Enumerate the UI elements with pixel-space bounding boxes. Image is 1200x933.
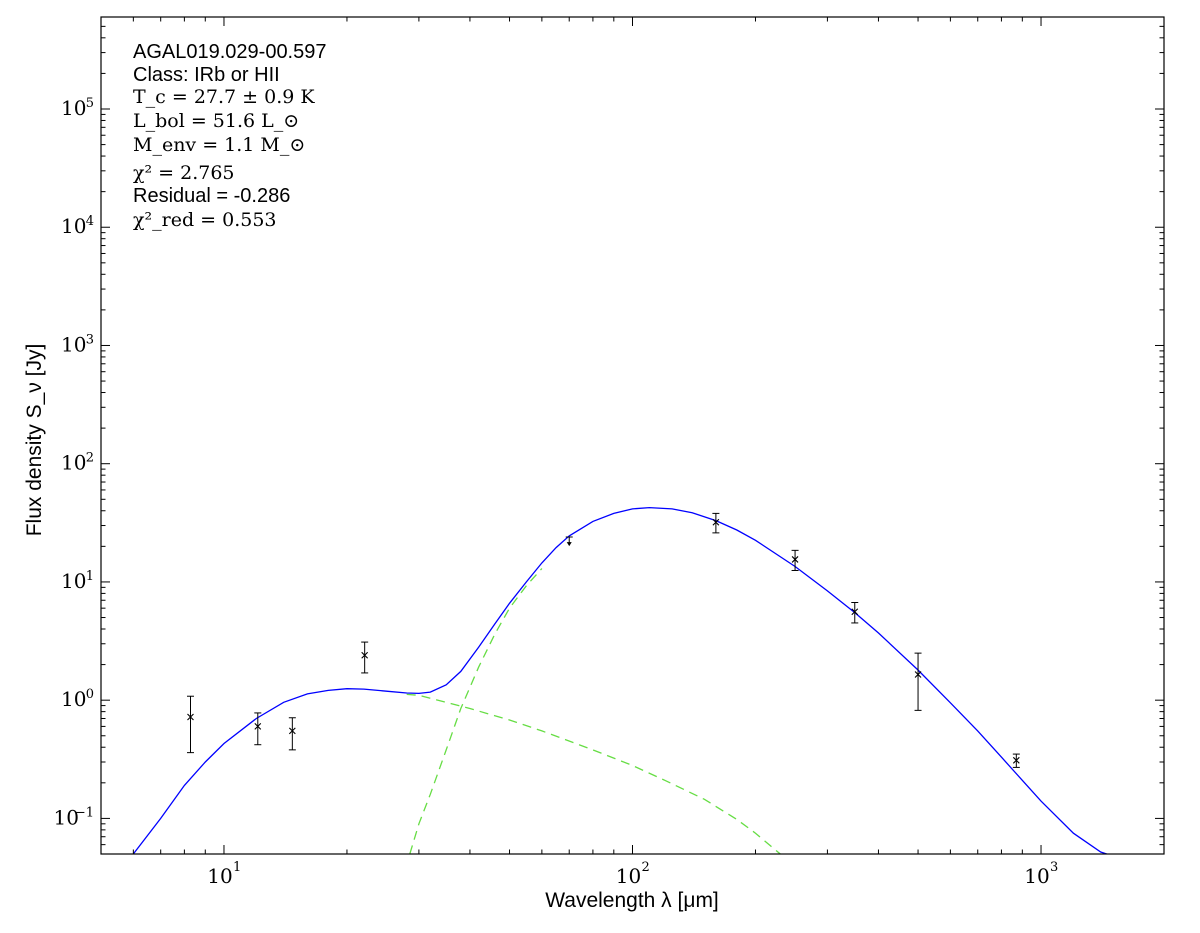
- total-fit-line: [132, 506, 1109, 854]
- source-name: AGAL019.029-00.597: [133, 41, 327, 63]
- y-tick-label: 10: [61, 96, 86, 120]
- data-point: [254, 712, 262, 746]
- cold-component-line: [409, 568, 543, 854]
- envelope-mass-value: M_env = 1.1 M_⊙: [133, 134, 305, 156]
- chi-squared-value: χ² = 2.765: [133, 162, 235, 184]
- limit-arrow: [566, 542, 572, 547]
- point-marker: [712, 518, 720, 526]
- y-tick-exponent: 1: [86, 569, 94, 584]
- y-tick-label: 10: [61, 569, 86, 593]
- y-tick-exponent: 0: [86, 687, 94, 702]
- point-marker: [851, 608, 859, 616]
- data-point: [914, 652, 922, 711]
- upper-limit-point: [565, 536, 573, 547]
- data-point: [712, 512, 720, 534]
- fit-curves: [132, 506, 1109, 854]
- data-point: [1012, 753, 1020, 768]
- y-tick-label: 10: [54, 805, 79, 829]
- luminosity-value: L_bol = 51.6 L_⊙: [133, 110, 299, 132]
- point-marker: [914, 671, 922, 678]
- y-tick-exponent: 2: [86, 451, 94, 466]
- data-points: [186, 512, 1020, 768]
- data-point: [791, 549, 799, 571]
- x-tick-label: 10: [1024, 864, 1049, 888]
- data-point: [186, 695, 194, 754]
- x-tick-exponent: 2: [642, 860, 650, 875]
- residual-value: Residual = -0.286: [133, 185, 290, 207]
- x-tick-label: 10: [207, 864, 232, 888]
- point-marker: [187, 713, 194, 721]
- y-axis-title: Flux density S_ν [Jy]: [23, 344, 46, 537]
- x-tick-exponent: 3: [1050, 860, 1058, 875]
- y-tick-label: 10: [61, 687, 86, 711]
- data-point: [361, 641, 369, 674]
- point-marker: [1012, 756, 1020, 764]
- y-tick-label: 10: [61, 451, 86, 475]
- reduced-chi-squared-value: χ²_red = 0.553: [133, 209, 277, 231]
- x-axis-title: Wavelength λ [μm]: [545, 889, 719, 912]
- y-tick-exponent: 4: [86, 214, 94, 229]
- data-point: [288, 717, 296, 751]
- point-marker: [254, 723, 262, 730]
- fit-annotations: AGAL019.029-00.597 Class: IRb or HII T_c…: [133, 41, 327, 231]
- y-tick-exponent: −1: [75, 805, 94, 820]
- x-tick-label: 10: [616, 864, 641, 888]
- y-tick-label: 10: [61, 214, 86, 238]
- point-marker: [791, 556, 799, 563]
- x-tick-exponent: 1: [233, 860, 241, 875]
- data-point: [851, 602, 859, 624]
- y-tick-exponent: 3: [86, 332, 94, 347]
- y-tick-label: 10: [61, 332, 86, 356]
- point-marker: [288, 727, 296, 735]
- y-tick-exponent: 5: [86, 96, 94, 111]
- source-class: Class: IRb or HII: [133, 64, 280, 86]
- temperature-value: T_c = 27.7 ± 0.9 K: [133, 86, 315, 108]
- warm-component-line: [406, 693, 781, 854]
- point-marker: [361, 651, 369, 659]
